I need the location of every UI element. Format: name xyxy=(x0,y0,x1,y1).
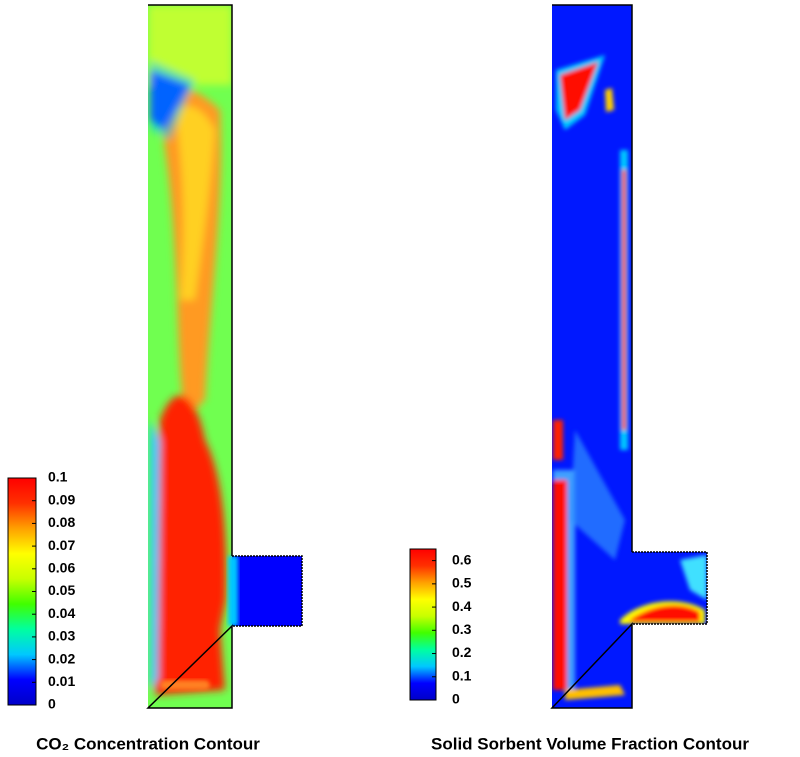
chart-title: Solid Sorbent Volume Fraction Contour xyxy=(431,734,749,753)
colorbar-tick-label: 0.06 xyxy=(48,560,75,576)
colorbar-tick-label: 0.2 xyxy=(452,644,472,660)
colorbar xyxy=(409,548,437,701)
colorbar xyxy=(7,477,37,706)
domain-outline xyxy=(550,4,633,709)
colorbar-tick-label: 0 xyxy=(48,696,56,712)
colorbar-tick-label: 0.4 xyxy=(452,598,472,614)
colorbar-tick-label: 0.3 xyxy=(452,621,472,637)
colorbar-tick-label: 0 xyxy=(452,691,460,707)
chart-title: CO₂ Concentration Contour xyxy=(36,734,260,753)
domain-outline xyxy=(632,551,708,625)
domain-outline xyxy=(232,555,303,627)
colorbar-tick-label: 0.04 xyxy=(48,605,75,621)
colorbar-tick-label: 0.01 xyxy=(48,673,75,689)
colorbar-tick-label: 0.1 xyxy=(48,469,68,485)
colorbar-tick-label: 0.05 xyxy=(48,582,75,598)
colorbar-tick-label: 0.02 xyxy=(48,650,75,666)
colorbar-tick-label: 0.09 xyxy=(48,491,75,507)
co2-contour-field xyxy=(148,5,302,708)
domain-outline xyxy=(146,4,233,709)
colorbar-tick-label: 0.07 xyxy=(48,537,75,553)
colorbar-tick-label: 0.5 xyxy=(452,575,472,591)
colorbar-tick-label: 0.08 xyxy=(48,514,75,530)
colorbar-tick-label: 0.6 xyxy=(452,551,472,567)
colorbar-tick-label: 0.03 xyxy=(48,628,75,644)
colorbar-tick-label: 0.1 xyxy=(452,667,472,683)
